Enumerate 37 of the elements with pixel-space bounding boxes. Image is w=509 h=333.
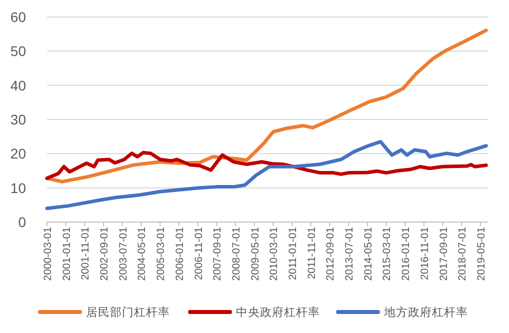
x-tick-label: 2012-09-01 bbox=[324, 226, 337, 281]
x-tick-label: 2016-11-01 bbox=[418, 226, 431, 280]
line-series bbox=[45, 140, 488, 210]
x-tick-label: 2004-05-01 bbox=[136, 226, 148, 281]
legend-label: 居民部门杠杆率 bbox=[86, 305, 170, 319]
x-tick-label: 2013-07-01 bbox=[344, 226, 356, 281]
x-tick-label: 2017-09-01 bbox=[438, 226, 450, 281]
x-tick-label: 2005-03-01 bbox=[155, 226, 168, 281]
x-tick-label: 2016-01-01 bbox=[400, 226, 412, 281]
x-tick-label: 2011-11-01 bbox=[306, 226, 318, 280]
y-tick-label: 40 bbox=[10, 77, 26, 94]
x-tick-label: 2019-05-01 bbox=[475, 226, 488, 281]
y-tick-label: 10 bbox=[10, 180, 26, 196]
x-tick-label: 2000-03-01 bbox=[42, 226, 54, 281]
legend-label: 地方政府杠杆率 bbox=[383, 305, 468, 319]
x-tick-label: 2003-07-01 bbox=[117, 226, 130, 281]
line-series bbox=[45, 28, 488, 184]
x-tick-label: 2006-11-01 bbox=[192, 226, 205, 280]
y-tick-label: 20 bbox=[10, 146, 26, 162]
x-tick-label: 2011-01-01 bbox=[287, 226, 299, 280]
x-tick-label: 2010-03-01 bbox=[268, 226, 280, 281]
legend-label: 中央政府杠杆率 bbox=[236, 305, 320, 319]
x-tick-label: 2018-07-01 bbox=[456, 226, 469, 281]
x-tick-label: 2002-09-01 bbox=[98, 226, 111, 281]
x-tick-label: 2001-01-01 bbox=[60, 226, 73, 281]
x-tick-label: 2006-01-01 bbox=[174, 226, 186, 281]
x-tick-label: 2015-03-01 bbox=[381, 226, 394, 281]
y-tick-label: 30 bbox=[10, 112, 26, 128]
x-tick-label: 2008-07-01 bbox=[230, 226, 242, 281]
x-tick-label: 2001-11-01 bbox=[80, 226, 92, 280]
line-series bbox=[45, 150, 488, 180]
y-tick-label: 60 bbox=[10, 9, 26, 25]
y-tick-label: 0 bbox=[18, 214, 26, 230]
x-tick-label: 2014-05-01 bbox=[362, 226, 374, 281]
x-tick-label: 2007-09-01 bbox=[212, 226, 224, 281]
y-tick-label: 50 bbox=[10, 43, 26, 60]
x-tick-label: 2009-05-01 bbox=[249, 226, 262, 281]
